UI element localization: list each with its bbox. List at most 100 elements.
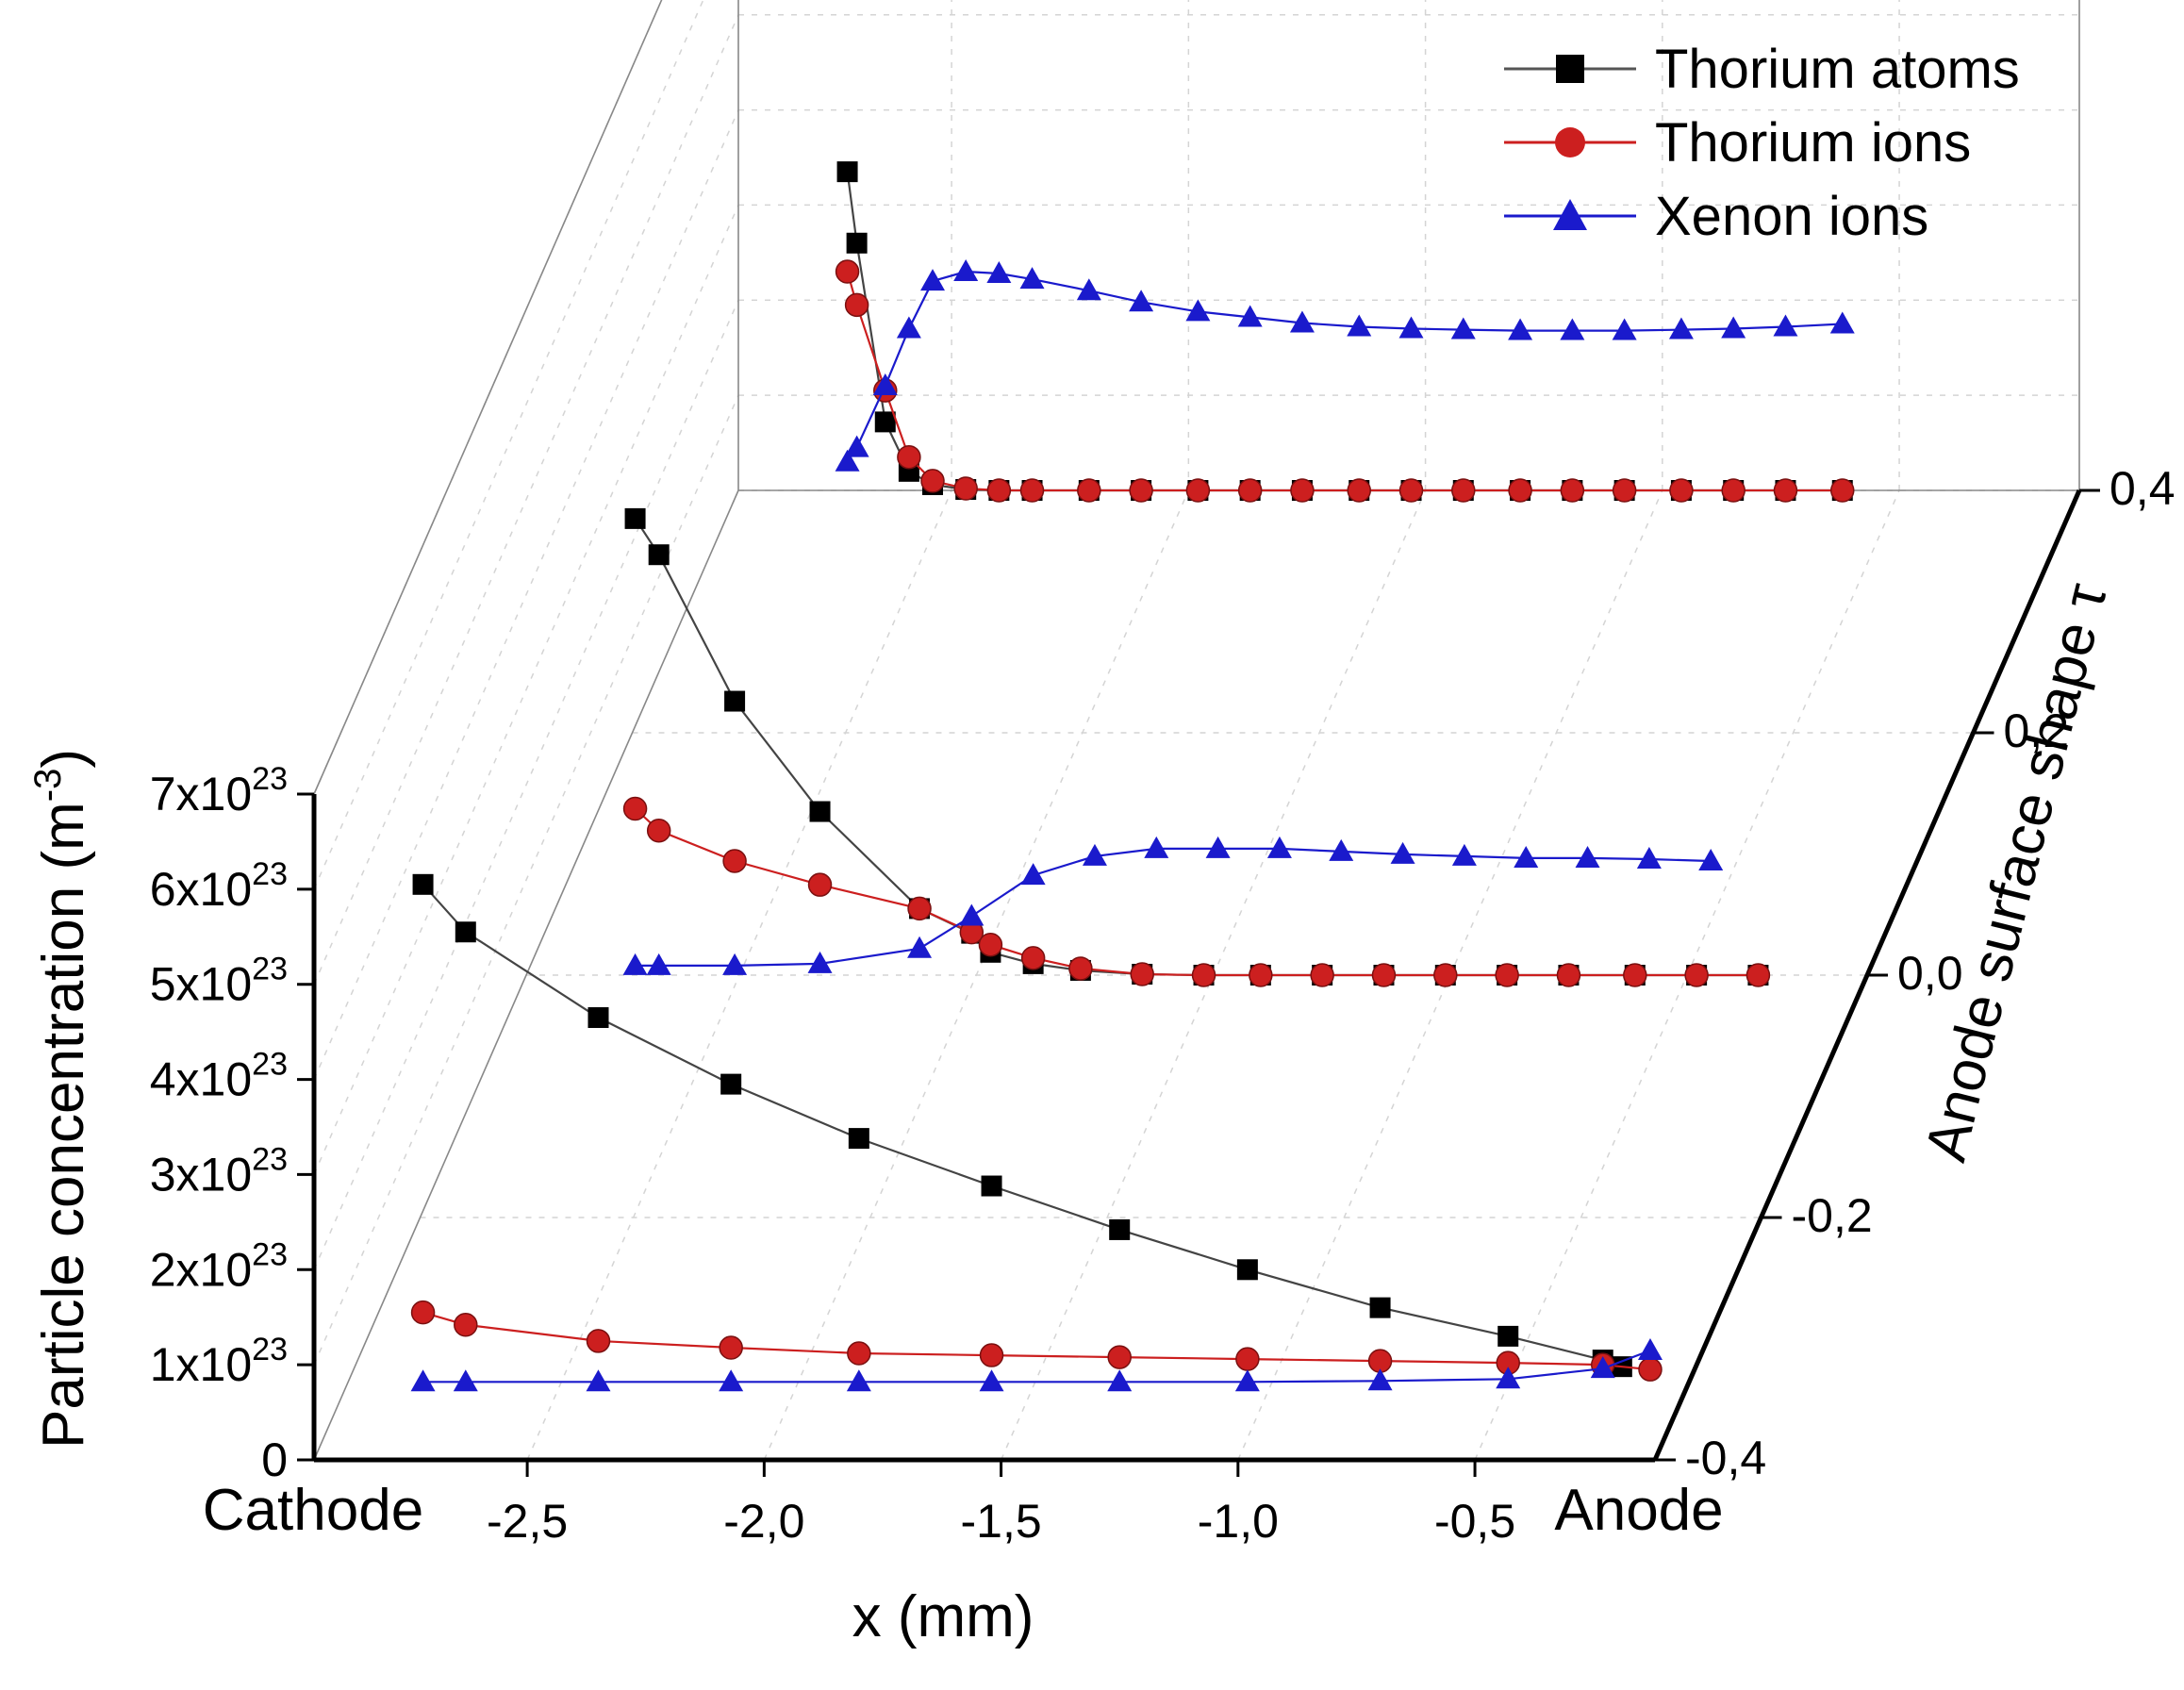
data-point-thorium-ions: [1191, 963, 1216, 987]
data-point-thorium-ions: [979, 1343, 1004, 1367]
data-point-thorium-ions: [1068, 956, 1093, 981]
data-point-xenon-ions: [844, 435, 869, 457]
data-point-xenon-ions: [1451, 843, 1477, 866]
data-point-xenon-ions: [1575, 845, 1600, 868]
legend-label-thorium-ions: Thorium ions: [1655, 112, 1971, 174]
data-point-thorium-atoms: [648, 544, 670, 566]
y-tick-label: 1x1023: [150, 1332, 288, 1391]
x-axis-title: x (mm): [852, 1584, 1034, 1649]
y-tick-label-base: 5x10: [150, 958, 252, 1011]
y-tick-label: 7x1023: [150, 761, 288, 820]
data-point-thorium-ions: [953, 476, 978, 501]
data-point-xenon-ions: [1721, 316, 1746, 339]
data-point-thorium-ions: [807, 872, 833, 897]
series-line-thorium-atoms: [634, 518, 1759, 977]
data-point-thorium-atoms: [981, 1175, 1002, 1197]
data-point-thorium-ions: [907, 896, 932, 921]
data-point-thorium-ions: [847, 1341, 871, 1366]
legend: Thorium atoms Thorium ions Xenon ions: [1504, 39, 2020, 247]
y-tick-label: 6x1023: [150, 856, 288, 916]
data-point-thorium-ions: [1669, 478, 1694, 503]
x-tick-label: -2,0: [723, 1495, 804, 1548]
data-point-thorium-atoms: [455, 921, 476, 943]
data-point-xenon-ions: [1560, 318, 1585, 340]
data-point-thorium-ions: [1371, 963, 1397, 987]
data-point-thorium-ions: [1019, 478, 1045, 503]
legend-circle-marker: [1555, 127, 1585, 157]
y-tick-label-base: 3x10: [150, 1148, 252, 1201]
side-wall-grid-line: [313, 394, 739, 1366]
data-point-thorium-atoms: [624, 507, 646, 529]
series-line-thorium-atoms: [422, 884, 1623, 1368]
data-point-thorium-ions: [1623, 963, 1647, 987]
data-point-xenon-ions: [1390, 841, 1415, 864]
data-point-thorium-atoms: [836, 161, 858, 183]
data-point-xenon-ions: [1107, 1369, 1133, 1392]
y-axis-title-main: Particle concentration (m: [31, 802, 96, 1449]
x-tick-label: -2,5: [487, 1495, 568, 1548]
data-point-xenon-ions: [1185, 299, 1211, 322]
data-point-xenon-ions: [453, 1369, 478, 1392]
data-point-thorium-ions: [1746, 963, 1771, 987]
data-point-thorium-ions: [897, 444, 921, 470]
y-tick-label-exponent: 23: [252, 761, 288, 797]
data-point-thorium-ions: [1773, 478, 1798, 503]
z-tick-label: -0,2: [1792, 1189, 1873, 1242]
data-point-thorium-ions: [1130, 962, 1154, 986]
data-point-thorium-ions: [1235, 1347, 1260, 1371]
data-point-thorium-ions: [586, 1329, 611, 1353]
y-tick-label-base: 4x10: [150, 1053, 252, 1106]
side-wall-grid-line: [313, 109, 739, 1080]
data-point-xenon-ions: [807, 951, 833, 973]
data-point-thorium-atoms: [874, 411, 896, 433]
series-xenon-ions: [410, 1338, 1663, 1392]
data-point-thorium-ions: [1107, 1345, 1132, 1369]
data-point-xenon-ions: [1020, 863, 1046, 886]
data-point-xenon-ions: [1082, 843, 1107, 866]
side-wall-grid-line: [313, 0, 663, 795]
data-point-thorium-ions: [986, 478, 1012, 503]
data-point-thorium-atoms: [1109, 1218, 1131, 1240]
data-point-thorium-ions: [646, 818, 671, 843]
legend-item-xenon-ions: Xenon ions: [1504, 186, 1928, 247]
legend-label-xenon-ions: Xenon ions: [1655, 186, 1928, 247]
data-point-xenon-ions: [907, 936, 933, 958]
data-point-thorium-atoms: [848, 1128, 869, 1150]
series-thorium-ions: [622, 796, 1771, 987]
data-point-xenon-ions: [1698, 848, 1724, 870]
cathode-label: Cathode: [203, 1478, 423, 1543]
side-wall-grid-line: [313, 205, 739, 1175]
data-point-thorium-atoms: [724, 690, 746, 712]
data-point-thorium-ions: [1721, 478, 1746, 503]
series-layer: [410, 161, 1855, 1392]
data-point-xenon-ions: [1347, 314, 1372, 337]
data-point-thorium-ions: [1347, 478, 1371, 503]
data-point-xenon-ions: [1668, 317, 1694, 340]
data-point-xenon-ions: [410, 1369, 436, 1392]
series-thorium-atoms: [624, 507, 1769, 986]
data-point-thorium-ions: [1020, 946, 1046, 970]
y-tick-label-exponent: 23: [252, 856, 288, 892]
data-point-thorium-ions: [1077, 478, 1101, 503]
data-point-xenon-ions: [586, 1369, 611, 1392]
z-tick-label: -0,4: [1685, 1432, 1766, 1484]
series-xenon-ions: [622, 836, 1724, 975]
data-point-thorium-ions: [1556, 963, 1581, 987]
y-axis-title-sup: -3: [27, 769, 69, 803]
data-point-thorium-ions: [844, 292, 869, 318]
data-point-xenon-ions: [1234, 1369, 1260, 1392]
frame-top-left-edge: [313, 0, 663, 795]
data-point-xenon-ions: [1367, 1368, 1393, 1391]
y-tick-label-base: 6x10: [150, 863, 252, 916]
z-tick-label: 0,0: [1897, 947, 1963, 1000]
data-point-xenon-ions: [1129, 290, 1154, 312]
z-axis-title: Anode surface shape τ: [1913, 577, 2120, 1168]
data-point-xenon-ions: [920, 269, 946, 291]
series-thorium-ions: [835, 259, 1855, 503]
data-point-xenon-ions: [1237, 305, 1263, 327]
y-tick-label: 2x1023: [150, 1236, 288, 1296]
x-tick-label: -1,0: [1198, 1495, 1279, 1548]
data-point-xenon-ions: [835, 449, 860, 472]
data-point-xenon-ions: [1398, 316, 1424, 339]
